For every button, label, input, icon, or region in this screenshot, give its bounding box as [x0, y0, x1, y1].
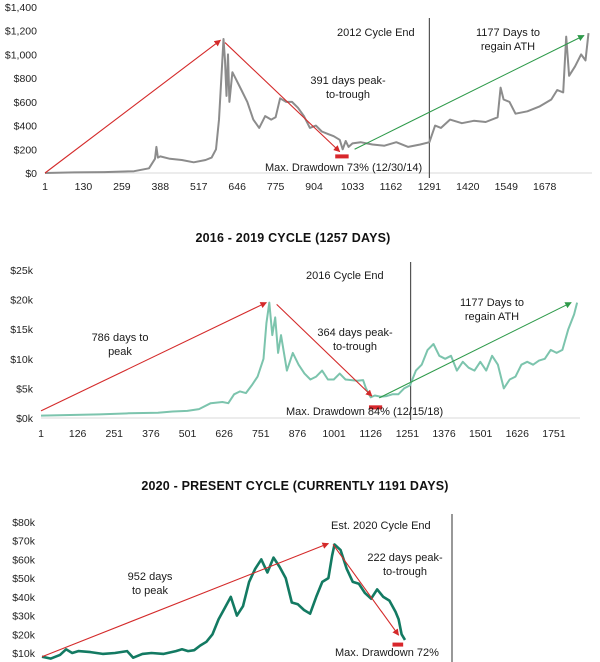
to-peak-label-line1: 786 days to	[92, 332, 149, 344]
x-tick-label: 501	[179, 428, 197, 440]
price-series-line	[41, 543, 407, 660]
x-tick-label: 646	[228, 181, 246, 193]
regain-ath-label-line2: regain ATH	[465, 311, 519, 323]
peak-to-trough-label-line1: 222 days peak-	[367, 552, 443, 564]
y-axis-ticks: $0 $200 $400 $600 $800 $1,000 $1,200 $1,400	[5, 2, 37, 180]
arrow-peak-to-trough	[276, 303, 373, 397]
x-tick-label: 1291	[418, 181, 442, 193]
y-axis-ticks: $0k $5k $10k $15k $20k $25k	[10, 265, 34, 425]
x-tick-label: 259	[113, 181, 131, 193]
x-tick-label: 126	[69, 428, 87, 440]
y-tick-label: $20k	[10, 295, 34, 307]
cycle-end-label: 2012 Cycle End	[337, 27, 415, 39]
x-tick-label: 517	[190, 181, 208, 193]
x-tick-label: 1251	[396, 428, 420, 440]
arrow-to-peak	[40, 302, 267, 412]
x-tick-label: 1	[42, 181, 48, 193]
max-drawdown-label: Max. Drawdown 73% (12/30/14)	[265, 162, 422, 174]
y-tick-label: $5k	[16, 383, 34, 395]
cycle-end-label: Est. 2020 Cycle End	[331, 520, 431, 532]
y-tick-label: $0k	[16, 413, 34, 425]
y-tick-label: $600	[14, 97, 38, 109]
x-tick-label: 1751	[542, 428, 566, 440]
peak-to-trough-label-line1: 391 days peak-	[310, 75, 386, 87]
y-tick-label: $10k	[10, 354, 34, 366]
max-drawdown-label: Max. Drawdown 72%	[335, 647, 439, 659]
trough-marker	[368, 405, 383, 410]
x-tick-label: 251	[106, 428, 124, 440]
y-tick-label: $1,400	[5, 2, 37, 14]
to-peak-label-line1: 952 days	[128, 571, 173, 583]
y-tick-label: $1,200	[5, 26, 37, 38]
arrow-to-peak	[44, 39, 222, 174]
x-tick-label: 1420	[456, 181, 480, 193]
x-tick-label: 1376	[432, 428, 456, 440]
x-tick-label: 1	[38, 428, 44, 440]
y-tick-label: $1,000	[5, 49, 37, 61]
max-drawdown-label: Max. Drawdown 84% (12/15/18)	[286, 406, 443, 418]
y-tick-label: $40k	[12, 592, 36, 604]
y-tick-label: $200	[14, 144, 38, 156]
x-tick-label: 1678	[533, 181, 557, 193]
y-axis-ticks: $10k $20k $30k $40k $50k $60k $70k $80k	[12, 517, 36, 660]
x-tick-label: 1126	[359, 428, 382, 440]
y-tick-label: $50k	[12, 573, 36, 585]
trough-marker	[392, 642, 404, 647]
regain-ath-label-line2: regain ATH	[481, 41, 535, 53]
y-tick-label: $0	[25, 168, 37, 180]
peak-to-trough-label-line2: to-trough	[383, 566, 427, 578]
chart-title: 2020 - PRESENT CYCLE (CURRENTLY 1191 DAY…	[141, 479, 448, 493]
y-tick-label: $25k	[10, 265, 34, 277]
trough-marker	[335, 154, 349, 159]
x-tick-label: 1162	[380, 181, 403, 193]
y-tick-label: $60k	[12, 554, 36, 566]
x-tick-label: 1501	[469, 428, 493, 440]
y-tick-label: $30k	[12, 611, 36, 623]
y-tick-label: $800	[14, 73, 38, 85]
arrow-regain-ath	[378, 302, 572, 399]
chart-2012-cycle: $0 $200 $400 $600 $800 $1,000 $1,200 $1,400 1 13…	[5, 2, 592, 193]
x-tick-label: 376	[142, 428, 160, 440]
regain-ath-label-line1: 1177 Days to	[476, 27, 540, 39]
x-tick-label: 1033	[341, 181, 365, 193]
x-tick-label: 1001	[322, 428, 346, 440]
arrow-to-peak	[41, 542, 330, 658]
x-axis-ticks: 1 126 251 376 501 626 751 876 1001 1126 1251 1376 15…	[38, 428, 566, 440]
peak-to-trough-label-line1: 364 days peak-	[317, 327, 393, 339]
cycle-end-label: 2016 Cycle End	[306, 270, 384, 282]
y-tick-label: $70k	[12, 536, 36, 548]
chart-2020-cycle: 2020 - PRESENT CYCLE (CURRENTLY 1191 DAY…	[12, 479, 453, 662]
x-tick-label: 1549	[495, 181, 519, 193]
peak-to-trough-label-line2: to-trough	[333, 341, 377, 353]
y-tick-label: $10k	[12, 648, 36, 660]
chart-title: 2016 - 2019 CYCLE (1257 DAYS)	[195, 231, 390, 245]
x-tick-label: 876	[289, 428, 307, 440]
x-tick-label: 775	[267, 181, 285, 193]
price-series-line	[44, 32, 590, 174]
peak-to-trough-label-line2: to-trough	[326, 89, 370, 101]
chart-2016-cycle: 2016 - 2019 CYCLE (1257 DAYS) $0k $5k $10k…	[10, 231, 580, 440]
x-tick-label: 130	[75, 181, 93, 193]
y-tick-label: $20k	[12, 629, 36, 641]
y-tick-label: $400	[14, 121, 38, 133]
x-tick-label: 626	[215, 428, 233, 440]
arrow-peak-to-trough	[332, 544, 400, 636]
arrow-peak-to-trough	[224, 42, 341, 153]
x-axis-ticks: 1 130 259 388 517 646 775 904 1033 1162 1291 1420 15…	[42, 181, 556, 193]
to-peak-label-line2: to peak	[132, 585, 169, 597]
y-tick-label: $80k	[12, 517, 36, 529]
x-tick-label: 1626	[506, 428, 530, 440]
y-tick-label: $15k	[10, 324, 34, 336]
x-tick-label: 751	[252, 428, 270, 440]
x-tick-label: 388	[152, 181, 170, 193]
x-tick-label: 904	[305, 181, 323, 193]
to-peak-label-line2: peak	[108, 346, 132, 358]
regain-ath-label-line1: 1177 Days to	[460, 297, 524, 309]
price-series-line	[40, 301, 579, 417]
arrow-regain-ath	[354, 34, 585, 150]
